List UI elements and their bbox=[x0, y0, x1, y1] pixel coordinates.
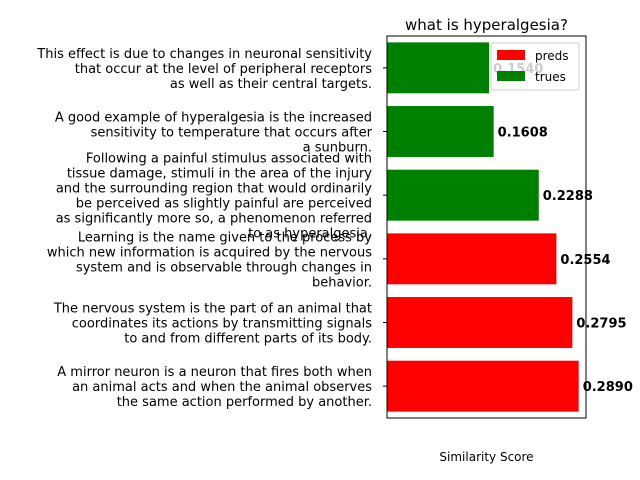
bar-trues-2 bbox=[387, 169, 539, 221]
y-tick-label: Learning is the name given to the proces… bbox=[47, 230, 372, 290]
y-tick-label: The nervous system is the part of an ani… bbox=[53, 302, 372, 347]
y-tick-label-line: a sunburn. bbox=[303, 141, 372, 156]
x-axis-label: Similarity Score bbox=[439, 450, 533, 464]
bar-value-label: 0.2288 bbox=[543, 189, 593, 204]
y-tick-label-line: tissue damage, stimuli in the area of th… bbox=[67, 167, 372, 182]
y-tick-label-line: system and is observable through changes… bbox=[76, 260, 372, 275]
y-tick-label-line: The nervous system is the part of an ani… bbox=[53, 302, 372, 317]
y-tick-label-line: A good example of hyperalgesia is the in… bbox=[55, 111, 372, 126]
y-tick-label-line: Following a painful stimulus associated … bbox=[86, 152, 372, 167]
y-tick-label-line: which new information is acquired by the… bbox=[47, 245, 372, 260]
legend-swatch-preds bbox=[497, 50, 525, 60]
y-tick-label-line: sensitivity to temperature that occurs a… bbox=[91, 126, 373, 141]
y-tick-label: A mirror neuron is a neuron that fires b… bbox=[57, 365, 372, 410]
y-tick-label-line: Learning is the name given to the proces… bbox=[78, 230, 372, 245]
bar-preds-4 bbox=[387, 297, 573, 348]
y-tick-label-line: and the surrounding region that would or… bbox=[56, 182, 372, 197]
y-tick-label-line: as well as their central targets. bbox=[170, 77, 372, 92]
bar-preds-5 bbox=[387, 360, 579, 412]
y-tick-label-line: This effect is due to changes in neurona… bbox=[36, 47, 372, 62]
y-tick-label-line: an animal acts and when the animal obser… bbox=[72, 380, 372, 395]
y-tick-label-line: to as hyperalgesia. bbox=[248, 227, 372, 242]
bar-preds-3 bbox=[387, 233, 557, 285]
legend-label-trues: trues bbox=[535, 70, 566, 84]
chart-title: what is hyperalgesia? bbox=[405, 16, 568, 34]
bar-value-label: 0.1608 bbox=[498, 126, 548, 141]
y-tick-label: Following a painful stimulus associated … bbox=[56, 152, 373, 242]
plot-frame bbox=[386, 35, 587, 419]
y-tick-label-line: be perceived as slightly painful are per… bbox=[76, 197, 372, 212]
y-tick-label-line: behavior. bbox=[312, 275, 372, 290]
bar-value-label: 0.2795 bbox=[576, 317, 626, 332]
y-tick-label: A good example of hyperalgesia is the in… bbox=[55, 111, 373, 156]
legend-label-preds: preds bbox=[535, 49, 569, 63]
bar-value-label: 0.2890 bbox=[583, 380, 633, 395]
y-tick-label-line: that occur at the level of peripheral re… bbox=[75, 62, 372, 77]
legend-swatch-trues bbox=[497, 71, 525, 81]
y-tick-label-line: the same action performed by another. bbox=[117, 395, 372, 410]
bar-trues-0 bbox=[387, 42, 490, 94]
y-tick-label-line: to and from different parts of its body. bbox=[124, 332, 372, 347]
y-tick-label-line: coordinates its actions by transmitting … bbox=[72, 317, 372, 332]
bar-trues-1 bbox=[387, 106, 494, 157]
y-tick-label-line: A mirror neuron is a neuron that fires b… bbox=[57, 365, 372, 380]
legend: preds trues bbox=[490, 42, 580, 91]
y-tick-label: This effect is due to changes in neurona… bbox=[36, 47, 372, 92]
y-tick-label-line: as significantly more so, a phenomenon r… bbox=[56, 212, 372, 227]
